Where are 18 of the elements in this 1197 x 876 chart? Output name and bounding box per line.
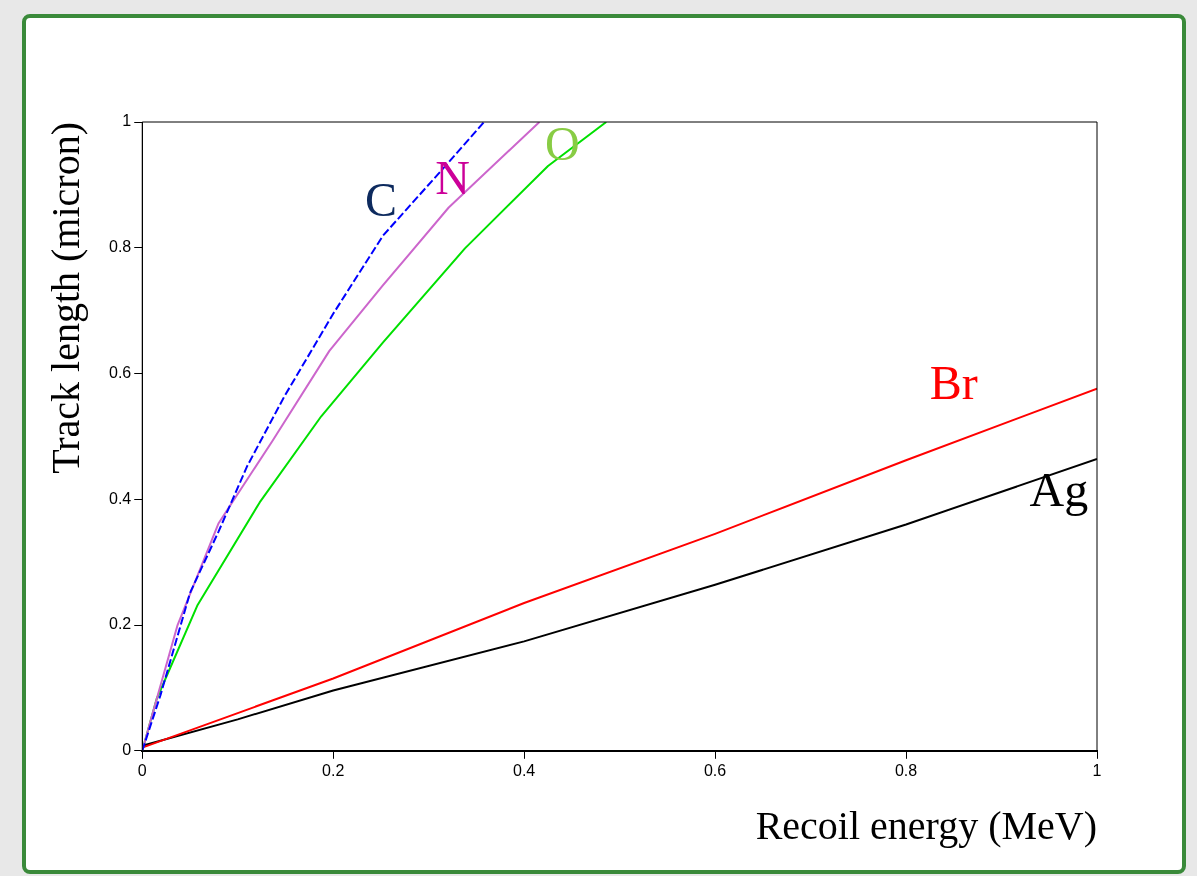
x-tick-label: 0 [137, 761, 147, 779]
series-label: Ag [1029, 462, 1089, 516]
x-axis-title: Recoil energy (MeV) [755, 802, 1097, 848]
y-tick-label: 0.6 [108, 363, 132, 381]
y-tick-label: 0 [122, 741, 132, 759]
x-tick-label: 1 [1092, 761, 1102, 779]
y-tick-label: 0.8 [108, 238, 132, 256]
y-tick-label: 1 [122, 112, 132, 130]
y-axis-title: Track length (micron) [42, 122, 88, 474]
x-tick-label: 0.4 [513, 761, 536, 779]
x-tick-label: 0.8 [894, 761, 918, 779]
series-label: N [435, 151, 470, 205]
x-tick-label: 0.6 [703, 761, 727, 779]
y-tick-label: 0.4 [108, 489, 132, 507]
series-label: C [364, 173, 397, 227]
series-label: Br [929, 355, 978, 409]
x-tick-label: 0.2 [322, 761, 345, 779]
y-tick-label: 0.2 [108, 615, 132, 633]
